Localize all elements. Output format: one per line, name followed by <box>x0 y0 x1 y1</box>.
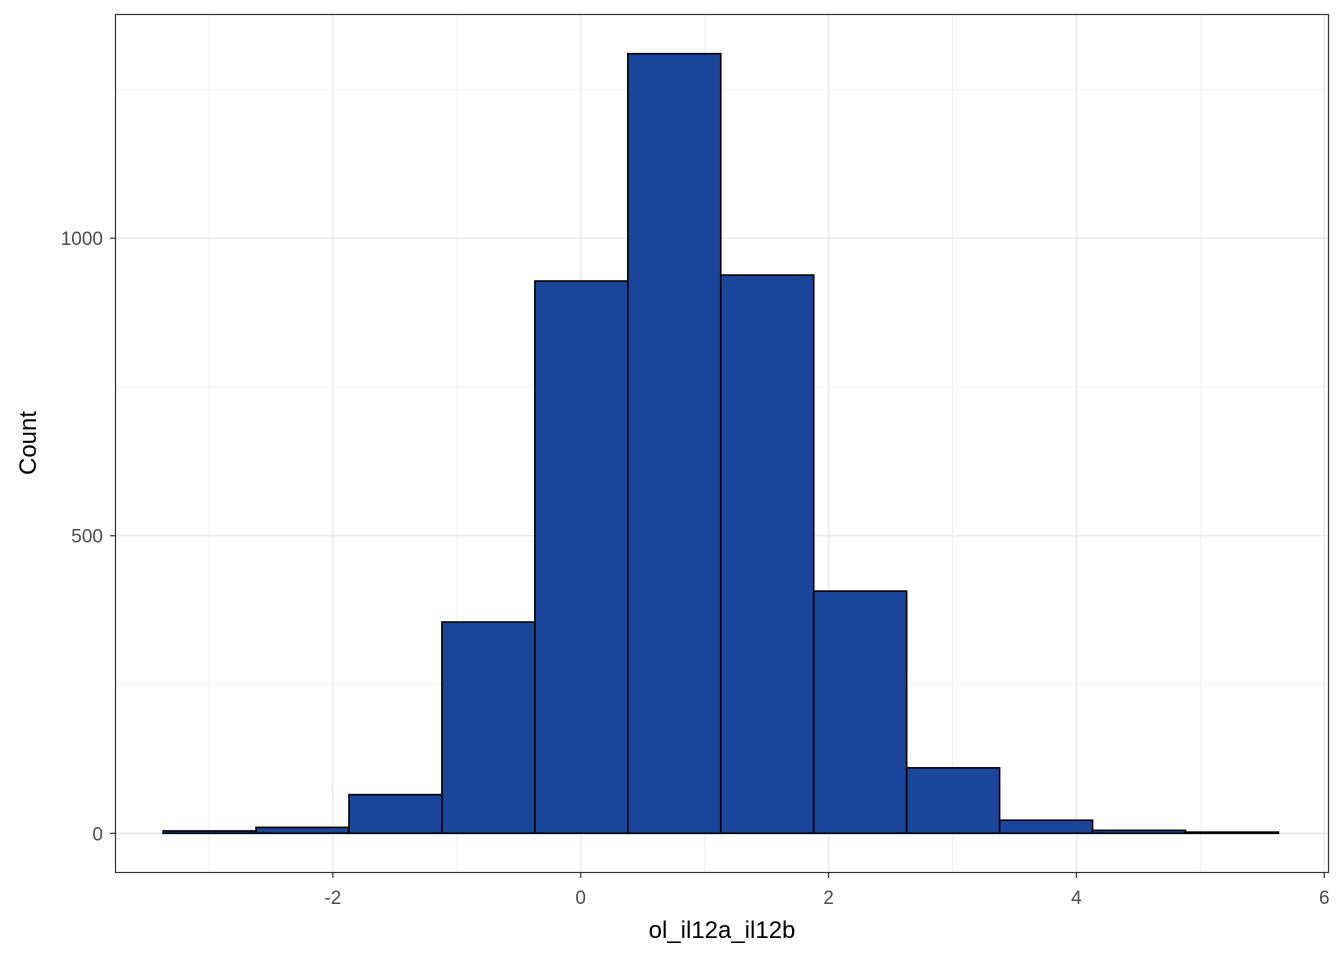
x-tick-label: 4 <box>1071 888 1082 909</box>
x-axis-ticks: -2 0 2 4 6 <box>324 872 1330 909</box>
histogram-bar <box>812 590 908 835</box>
histogram-bar <box>998 819 1094 835</box>
y-axis-ticks: 0 500 1000 <box>61 229 116 845</box>
histogram-bar <box>534 280 629 835</box>
histogram-bar <box>1091 829 1187 835</box>
x-tick-label: -2 <box>324 888 341 909</box>
histogram-bar <box>162 830 257 835</box>
histogram-bar <box>719 274 815 835</box>
y-tick-label: 500 <box>71 527 103 548</box>
histogram-bar <box>255 826 350 835</box>
x-tick-label: 0 <box>575 888 586 909</box>
histogram-bar <box>905 767 1001 835</box>
y-tick-label: 1000 <box>61 229 103 250</box>
x-tick-label: 2 <box>823 888 834 909</box>
y-axis-title: Count <box>15 411 42 475</box>
histogram-bar <box>348 793 443 835</box>
x-axis-title: ol_il12a_il12b <box>649 917 796 944</box>
y-tick-label: 0 <box>92 824 103 845</box>
histogram-bar <box>441 621 536 835</box>
histogram-bars <box>162 52 1280 835</box>
x-tick-label: 6 <box>1319 888 1330 909</box>
histogram-bar <box>1184 831 1280 835</box>
panel-border <box>114 13 1330 874</box>
histogram-bar <box>627 52 722 835</box>
